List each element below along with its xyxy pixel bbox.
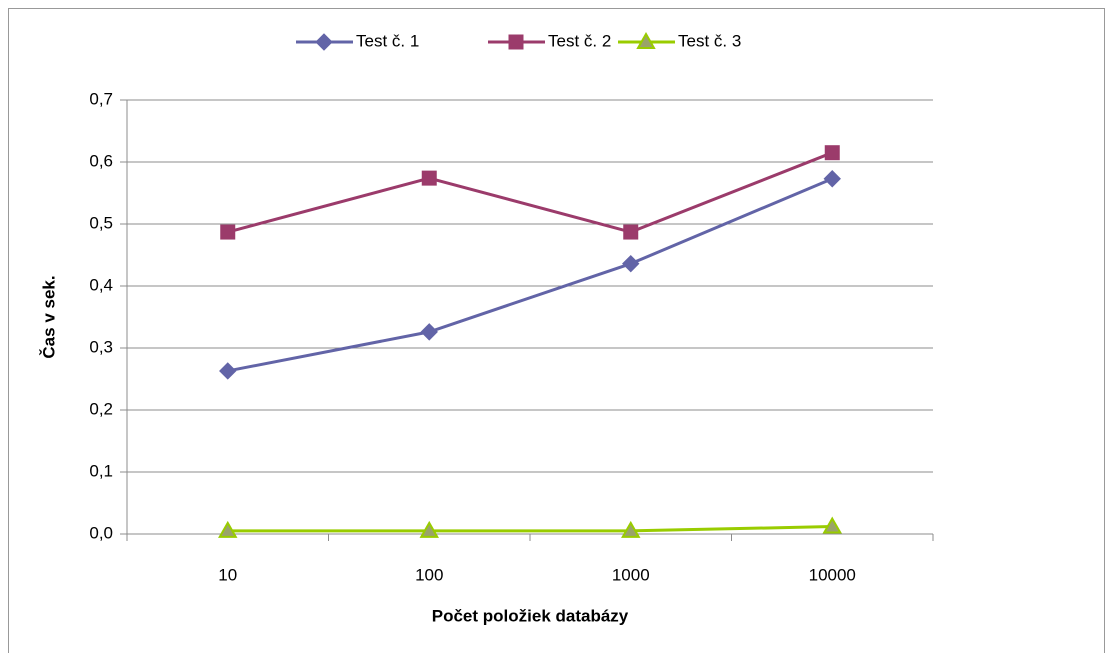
data-point [419, 520, 439, 538]
data-point [822, 516, 842, 534]
y-tick-label: 0,5 [89, 213, 113, 232]
y-tick-label: 0,4 [89, 275, 113, 294]
data-point [421, 170, 437, 186]
legend-label: Test č. 3 [678, 31, 741, 50]
series-line [227, 525, 833, 533]
x-tick-label: 1000 [612, 565, 650, 584]
x-tick-label: 10 [218, 565, 237, 584]
data-point [824, 145, 840, 161]
y-tick-label: 0,1 [89, 461, 113, 480]
data-point [219, 362, 237, 380]
y-axis-title: Čas v sek. [39, 275, 58, 358]
data-point [622, 254, 640, 273]
legend-marker [508, 34, 524, 50]
y-tick-label: 0,2 [89, 399, 113, 418]
data-point [623, 224, 639, 240]
x-tick-label: 100 [415, 565, 443, 584]
chart-border [8, 8, 1105, 658]
data-point [420, 323, 438, 341]
y-tick-label: 0,6 [89, 151, 113, 170]
legend-marker [315, 33, 333, 51]
y-tick-label: 0,0 [89, 523, 113, 542]
data-point [823, 170, 841, 188]
data-point [220, 224, 236, 240]
legend-label: Test č. 2 [548, 31, 611, 50]
data-point [218, 520, 238, 538]
y-tick-label: 0,7 [89, 89, 113, 108]
y-tick-label: 0,3 [89, 337, 113, 356]
legend-label: Test č. 1 [356, 31, 419, 50]
series-line [227, 151, 833, 234]
series-line [227, 177, 833, 373]
x-axis-title: Počet položiek databázy [432, 606, 629, 625]
legend-marker [636, 31, 656, 49]
data-point [621, 520, 641, 538]
x-tick-label: 10000 [809, 565, 856, 584]
